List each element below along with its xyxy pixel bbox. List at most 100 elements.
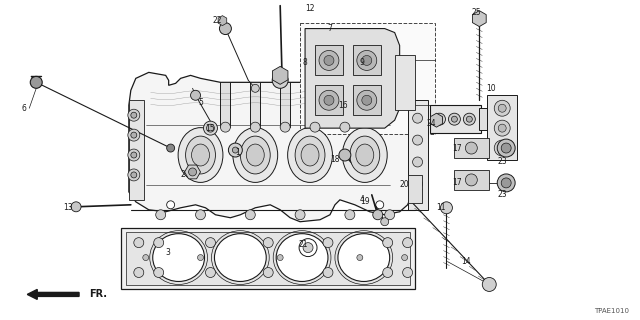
- Circle shape: [30, 76, 42, 88]
- Text: 20: 20: [399, 180, 409, 189]
- Circle shape: [228, 143, 243, 157]
- Circle shape: [319, 51, 339, 70]
- Circle shape: [494, 120, 510, 136]
- Circle shape: [483, 277, 496, 292]
- Ellipse shape: [186, 136, 216, 174]
- Text: 12: 12: [305, 4, 315, 13]
- Text: 18: 18: [330, 156, 339, 164]
- Polygon shape: [126, 232, 410, 285]
- Bar: [454, 170, 489, 190]
- Circle shape: [207, 124, 214, 132]
- Polygon shape: [273, 67, 288, 84]
- Circle shape: [345, 210, 355, 220]
- Text: 11: 11: [436, 203, 446, 212]
- Circle shape: [465, 174, 477, 186]
- Bar: [280, 82, 290, 127]
- Circle shape: [501, 143, 511, 153]
- Circle shape: [143, 255, 148, 260]
- Circle shape: [128, 149, 140, 161]
- Circle shape: [263, 238, 273, 248]
- Circle shape: [465, 142, 477, 154]
- Text: 16: 16: [338, 101, 348, 110]
- Circle shape: [413, 179, 422, 189]
- Text: 10: 10: [486, 84, 496, 93]
- Bar: [454, 138, 489, 158]
- Text: 13: 13: [63, 203, 73, 212]
- Polygon shape: [121, 228, 415, 289]
- Circle shape: [131, 132, 137, 138]
- Bar: [408, 100, 428, 210]
- Circle shape: [131, 172, 137, 178]
- Circle shape: [440, 202, 452, 214]
- Text: 17: 17: [452, 179, 462, 188]
- Circle shape: [339, 149, 351, 161]
- Polygon shape: [184, 165, 200, 179]
- Text: 24: 24: [426, 119, 436, 128]
- Circle shape: [451, 116, 458, 122]
- Circle shape: [467, 116, 472, 122]
- Circle shape: [71, 202, 81, 212]
- Bar: [479, 108, 514, 130]
- Text: 2: 2: [180, 171, 186, 180]
- Ellipse shape: [350, 136, 380, 174]
- Text: 17: 17: [452, 144, 462, 153]
- Text: TPAE1010: TPAE1010: [594, 308, 628, 314]
- Bar: [408, 175, 422, 203]
- Polygon shape: [431, 113, 442, 127]
- Circle shape: [250, 122, 260, 132]
- Polygon shape: [472, 11, 486, 27]
- Circle shape: [449, 113, 460, 125]
- Text: 5: 5: [198, 98, 204, 107]
- Circle shape: [131, 152, 137, 158]
- Circle shape: [198, 255, 204, 260]
- Ellipse shape: [276, 234, 328, 282]
- Circle shape: [310, 122, 320, 132]
- Ellipse shape: [356, 144, 374, 166]
- Text: 9: 9: [360, 58, 365, 67]
- Circle shape: [205, 238, 216, 248]
- Circle shape: [128, 129, 140, 141]
- Ellipse shape: [295, 136, 325, 174]
- Circle shape: [156, 210, 166, 220]
- Polygon shape: [305, 28, 399, 128]
- Circle shape: [166, 144, 175, 152]
- Circle shape: [403, 268, 413, 277]
- Circle shape: [319, 90, 339, 110]
- Circle shape: [498, 124, 506, 132]
- Circle shape: [497, 174, 515, 192]
- Text: 23: 23: [497, 190, 507, 199]
- Ellipse shape: [246, 144, 264, 166]
- Circle shape: [402, 255, 408, 260]
- Circle shape: [280, 122, 290, 132]
- Circle shape: [357, 90, 377, 110]
- Ellipse shape: [338, 234, 390, 282]
- Bar: [353, 45, 381, 76]
- Circle shape: [154, 238, 164, 248]
- Circle shape: [413, 113, 422, 123]
- Text: 23: 23: [497, 157, 507, 166]
- Circle shape: [383, 268, 393, 277]
- Circle shape: [252, 84, 259, 92]
- Circle shape: [205, 268, 216, 277]
- Circle shape: [501, 178, 511, 188]
- Text: 14: 14: [461, 257, 471, 266]
- Circle shape: [245, 210, 255, 220]
- Ellipse shape: [153, 234, 205, 282]
- Circle shape: [263, 268, 273, 277]
- Circle shape: [498, 104, 506, 112]
- Circle shape: [385, 210, 395, 220]
- Circle shape: [381, 218, 388, 226]
- Circle shape: [131, 112, 137, 118]
- Polygon shape: [218, 16, 227, 26]
- Circle shape: [166, 201, 175, 209]
- Ellipse shape: [342, 128, 387, 182]
- Circle shape: [295, 210, 305, 220]
- Circle shape: [463, 113, 476, 125]
- Bar: [315, 45, 343, 76]
- Circle shape: [498, 144, 506, 152]
- Bar: [250, 82, 260, 127]
- Circle shape: [232, 147, 238, 153]
- Bar: [310, 82, 320, 127]
- Ellipse shape: [214, 234, 266, 282]
- Text: 22: 22: [212, 16, 222, 25]
